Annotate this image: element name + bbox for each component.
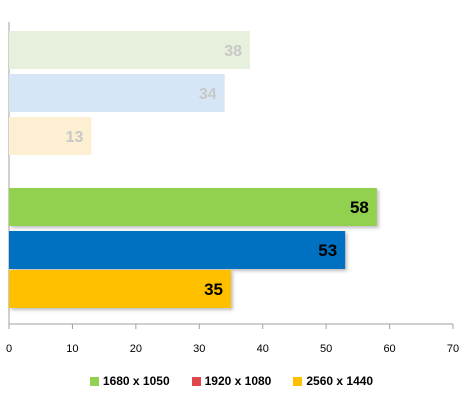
legend-item-2560x1440: 2560 x 1440: [293, 374, 373, 388]
bar-value-label: 53: [318, 241, 337, 260]
legend-swatch: [191, 376, 201, 386]
x-tick-label: 0: [6, 343, 12, 355]
legend-swatch: [293, 376, 303, 386]
x-tick-label: 20: [130, 343, 142, 355]
bar-2560x1440: [9, 270, 231, 308]
x-tick-label: 50: [320, 343, 332, 355]
legend-item-1680x1050: 1680 x 1050: [89, 374, 170, 388]
bar-1680x1050: [9, 188, 377, 226]
bar-value-label: 13: [66, 129, 84, 146]
x-tick-label: 40: [257, 343, 269, 355]
legend-label: 2560 x 1440: [306, 374, 374, 388]
faded-bar-1680x1050: [9, 31, 251, 69]
legend-label: 1680 x 1050: [102, 374, 170, 388]
bar-1920x1080: [9, 231, 346, 269]
x-tick-label: 70: [447, 343, 459, 355]
legend-item-1920x1080: 1920 x 1080: [191, 374, 272, 388]
bar-value-label: 38: [224, 43, 242, 60]
legend-label: 1920 x 1080: [204, 374, 272, 388]
bar-value-label: 58: [350, 198, 369, 217]
bar-value-label: 34: [199, 86, 217, 103]
x-tick-label: 10: [66, 343, 78, 355]
faded-bar-1920x1080: [9, 74, 225, 112]
legend-swatch: [89, 376, 99, 386]
faded-bar-2560x1440: [9, 117, 92, 155]
bar-value-label: 35: [204, 280, 223, 299]
x-tick-label: 30: [193, 343, 205, 355]
chart-legend: 1680 x 1050 1920 x 1080 2560 x 1440: [0, 374, 463, 388]
x-tick-label: 60: [383, 343, 395, 355]
